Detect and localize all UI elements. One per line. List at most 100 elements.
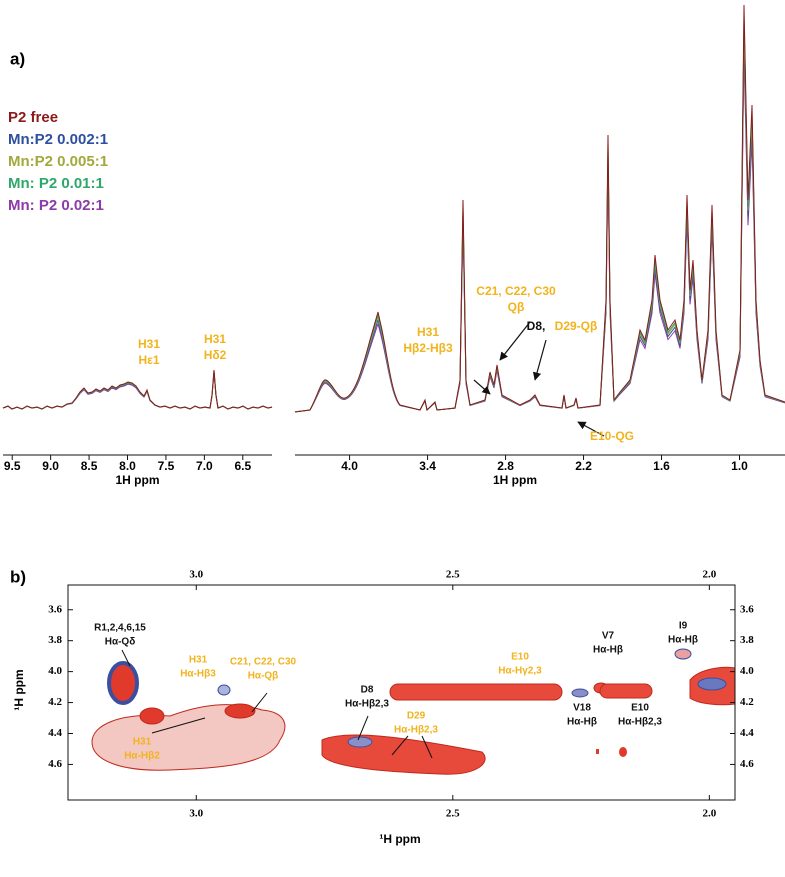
annotation: E10 bbox=[511, 652, 529, 663]
x-tick-label: 9.5 bbox=[4, 459, 21, 473]
x-tick-label: 2.5 bbox=[446, 569, 460, 581]
contour bbox=[91, 704, 286, 771]
contour bbox=[619, 747, 627, 757]
legend-entry: Mn: P2 0.02:1 bbox=[8, 197, 104, 214]
y-tick-label: 4.6 bbox=[48, 758, 62, 770]
contour bbox=[389, 683, 563, 701]
x-tick-label: 2.5 bbox=[446, 808, 460, 820]
annotation: Qβ bbox=[508, 300, 525, 314]
arrow bbox=[577, 421, 605, 437]
x-tick-label: 4.0 bbox=[341, 459, 358, 473]
panel-label: b) bbox=[10, 567, 26, 586]
legend-entry: Mn:P2 0.005:1 bbox=[8, 153, 108, 170]
contour bbox=[674, 648, 692, 660]
x-tick-label: 8.0 bbox=[119, 459, 136, 473]
spectrum bbox=[2, 372, 273, 410]
contour bbox=[571, 688, 589, 698]
annotation: H31 bbox=[204, 332, 226, 346]
contours bbox=[91, 648, 736, 775]
annotation: Hα-Hβ2 bbox=[124, 751, 160, 762]
x-tick-label: 3.0 bbox=[189, 569, 203, 581]
contour bbox=[347, 736, 373, 748]
arrow bbox=[499, 321, 531, 361]
annotation: D8, bbox=[527, 319, 546, 333]
annotation: Hα-Qδ bbox=[105, 637, 136, 648]
x-tick-label: 1.0 bbox=[731, 459, 748, 473]
annotation: E10-QG bbox=[590, 429, 634, 443]
annotation: Hβ2-Hβ3 bbox=[403, 341, 453, 355]
y-tick-label: 4.2 bbox=[48, 696, 62, 708]
plot-frame bbox=[67, 584, 736, 801]
annotation: E10 bbox=[631, 703, 649, 714]
annotation: Hα-Hβ3 bbox=[180, 669, 216, 680]
annotation: Hα-Hβ2,3 bbox=[618, 717, 662, 728]
annotation: Hα-Hβ bbox=[668, 635, 698, 646]
contour bbox=[697, 677, 727, 691]
x-tick-label: 3.4 bbox=[419, 459, 436, 473]
annotation: H31 bbox=[138, 337, 160, 351]
annotation: H31 bbox=[417, 325, 439, 339]
annotation: V7 bbox=[602, 631, 615, 642]
annotation: Hα-Hβ bbox=[567, 717, 597, 728]
annotation: V18 bbox=[573, 703, 591, 714]
contour bbox=[599, 683, 653, 699]
leader-line bbox=[151, 717, 206, 734]
annotation: Hα-Hβ2,3 bbox=[345, 699, 389, 710]
annotation: I9 bbox=[679, 621, 688, 632]
x-tick-label: 2.2 bbox=[575, 459, 592, 473]
y-tick-label: 3.8 bbox=[740, 634, 754, 646]
x-tick-label: 7.0 bbox=[196, 459, 213, 473]
leader-line bbox=[421, 735, 433, 759]
annotation: Hα-Hγ2,3 bbox=[498, 666, 542, 677]
y-tick-label: 3.6 bbox=[740, 603, 754, 615]
y-tick-label: 4.0 bbox=[48, 665, 62, 677]
leader-line bbox=[391, 735, 409, 756]
y-tick-label: 3.6 bbox=[48, 603, 62, 615]
y-tick-label: 4.6 bbox=[740, 758, 754, 770]
y-axis-label: ¹H ppm bbox=[12, 669, 26, 710]
annotation: Hα-Qβ bbox=[248, 671, 279, 682]
arrow bbox=[532, 339, 547, 381]
leader-lines bbox=[121, 649, 433, 759]
annotation: D29 bbox=[407, 711, 426, 722]
x-axis-label: 1H ppm bbox=[115, 473, 159, 487]
y-tick-label: 3.8 bbox=[48, 634, 62, 646]
contour bbox=[224, 703, 256, 719]
annotation: H31 bbox=[133, 737, 152, 748]
annotation: D29-Qβ bbox=[555, 319, 598, 333]
annotation: C21, C22, C30 bbox=[230, 657, 297, 668]
x-axis-label: 1H ppm bbox=[493, 473, 537, 487]
annotation: C21, C22, C30 bbox=[476, 284, 556, 298]
y-tick-label: 4.4 bbox=[48, 727, 62, 739]
annotation: Hδ2 bbox=[204, 348, 227, 362]
y-tick-label: 4.2 bbox=[740, 696, 754, 708]
y-tick-label: 4.0 bbox=[740, 665, 754, 677]
leader-line bbox=[121, 649, 131, 667]
annotation: Hε1 bbox=[138, 353, 159, 367]
x-tick-label: 1.6 bbox=[653, 459, 670, 473]
spectra bbox=[2, 4, 785, 413]
contour bbox=[139, 707, 165, 725]
x-tick-label: 6.5 bbox=[234, 459, 251, 473]
legend-entry: Mn: P2 0.01:1 bbox=[8, 175, 104, 192]
annotation: H31 bbox=[189, 655, 208, 666]
x-tick-label: 7.5 bbox=[158, 459, 175, 473]
contour bbox=[596, 749, 599, 754]
y-tick-label: 4.4 bbox=[740, 727, 754, 739]
annotation: Hα-Hβ bbox=[593, 645, 623, 656]
contour bbox=[107, 661, 139, 705]
annotation: R1,2,4,6,15 bbox=[94, 623, 146, 634]
arrows bbox=[473, 321, 605, 437]
arrow bbox=[473, 379, 491, 395]
x-tick-label: 9.0 bbox=[42, 459, 59, 473]
x-tick-label: 2.8 bbox=[497, 459, 514, 473]
annotation: Hα-Hβ2,3 bbox=[394, 725, 438, 736]
contour bbox=[217, 684, 231, 696]
panel-label: a) bbox=[10, 49, 25, 68]
x-tick-label: 2.0 bbox=[702, 808, 716, 820]
leader-line bbox=[357, 715, 369, 741]
legend-entry: Mn:P2 0.002:1 bbox=[8, 131, 108, 148]
annotation: D8 bbox=[361, 685, 374, 696]
